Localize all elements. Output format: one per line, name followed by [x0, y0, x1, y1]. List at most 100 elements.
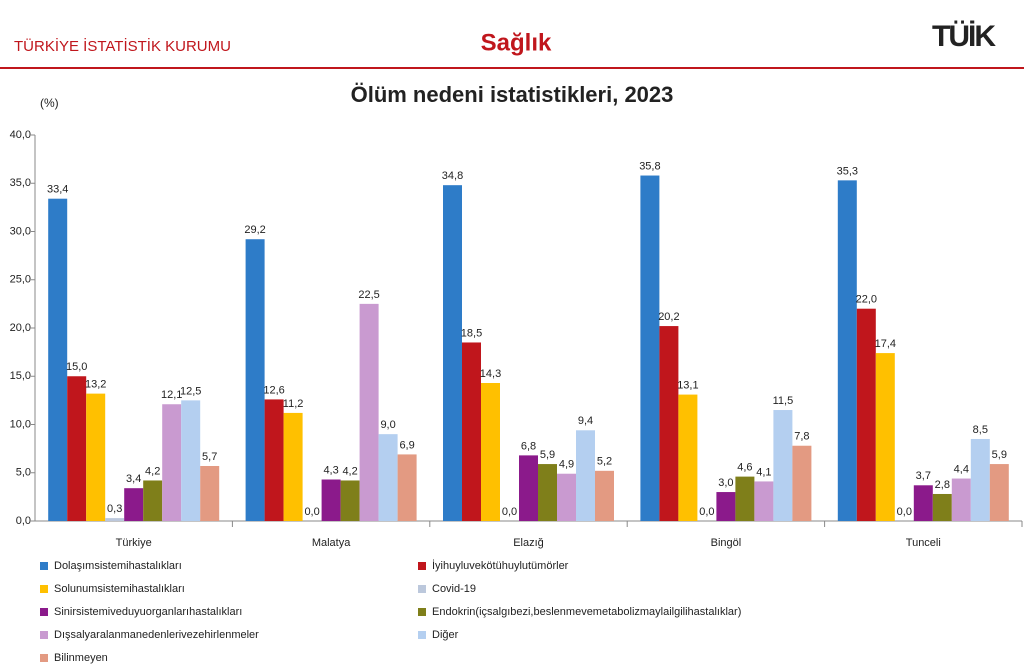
- bar: [557, 473, 576, 521]
- bar: [181, 400, 201, 521]
- bar: [264, 399, 284, 521]
- data-label: 9,4: [578, 415, 593, 427]
- legend-swatch: [418, 585, 426, 593]
- bar: [283, 412, 303, 521]
- data-label: 4,3: [323, 464, 338, 476]
- bar: [773, 410, 793, 521]
- bar: [932, 493, 952, 521]
- legend-swatch: [40, 608, 48, 616]
- data-label: 33,4: [47, 184, 68, 196]
- data-label: 14,3: [480, 368, 501, 380]
- bar: [48, 198, 68, 521]
- data-label: 35,3: [837, 165, 858, 177]
- bar: [481, 383, 500, 521]
- data-label: 5,2: [597, 456, 612, 468]
- bar: [989, 464, 1009, 521]
- bar: [538, 464, 557, 521]
- org-name: TÜRKİYE İSTATİSTİK KURUMU: [14, 37, 231, 55]
- legend-swatch: [40, 562, 48, 570]
- legend-swatch: [418, 562, 426, 570]
- legend-label: Dolaşımsistemihastalıkları: [54, 560, 182, 572]
- bar: [86, 393, 106, 521]
- bar: [856, 308, 876, 521]
- data-label: 29,2: [244, 224, 265, 236]
- logo: TÜİK: [932, 20, 996, 53]
- data-label: 6,8: [521, 440, 536, 452]
- bar: [576, 430, 595, 521]
- data-label: 0,0: [897, 506, 912, 518]
- bar: [913, 485, 933, 521]
- y-tick-label: 30,0: [10, 225, 31, 237]
- bar: [659, 326, 679, 521]
- bar: [245, 239, 265, 521]
- data-label: 4,4: [954, 463, 969, 475]
- bar: [837, 180, 857, 522]
- legend-label: Diğer: [432, 629, 459, 641]
- x-tick-label: Elazığ: [513, 537, 544, 549]
- bar: [143, 480, 163, 521]
- data-label: 0,3: [107, 503, 122, 515]
- x-tick-label: Tunceli: [906, 537, 941, 549]
- bar: [678, 394, 698, 521]
- legend-swatch: [418, 608, 426, 616]
- x-tick-label: Türkiye: [116, 537, 152, 549]
- legend-label: Dışsalyaralanmanedenlerivezehirlenmeler: [54, 629, 259, 641]
- data-label: 7,8: [794, 431, 809, 443]
- data-label: 5,9: [540, 449, 555, 461]
- data-label: 2,8: [935, 479, 950, 491]
- data-label: 9,0: [380, 419, 395, 431]
- data-label: 4,2: [342, 465, 357, 477]
- data-label: 4,2: [145, 465, 160, 477]
- data-label: 20,2: [658, 311, 679, 323]
- data-label: 4,9: [559, 459, 574, 471]
- data-label: 12,1: [161, 389, 182, 401]
- bar: [321, 479, 341, 521]
- data-label: 8,5: [973, 424, 988, 436]
- data-label: 13,2: [85, 379, 106, 391]
- data-label: 0,0: [304, 506, 319, 518]
- chart-title: Ölüm nedeni istatistikleri, 2023: [351, 82, 674, 107]
- section-title: Sağlık: [481, 29, 552, 56]
- legend-label: İyihuyluvekötühuylutümörler: [432, 559, 569, 572]
- bar: [200, 465, 220, 521]
- legend-label: Sinirsistemiveduyuorganlarıhastalıkları: [54, 606, 242, 618]
- data-label: 11,2: [283, 398, 304, 410]
- bar: [443, 185, 462, 521]
- data-label: 4,6: [737, 462, 752, 474]
- data-label: 0,0: [699, 506, 714, 518]
- legend-label: Solunumsistemihastalıkları: [54, 583, 185, 595]
- bar: [397, 454, 417, 521]
- data-label: 3,4: [126, 473, 141, 485]
- bar: [735, 476, 755, 521]
- data-label: 22,5: [358, 289, 379, 301]
- data-label: 6,9: [399, 439, 414, 451]
- data-label: 3,7: [916, 470, 931, 482]
- data-label: 3,0: [718, 477, 733, 489]
- bar: [162, 404, 182, 521]
- bar: [792, 445, 812, 521]
- bar: [105, 518, 125, 521]
- x-tick-label: Bingöl: [711, 537, 742, 549]
- data-label: 11,5: [773, 395, 794, 407]
- data-label: 0,0: [502, 506, 517, 518]
- bar: [359, 303, 379, 521]
- bar: [716, 492, 736, 521]
- data-label: 5,7: [202, 451, 217, 463]
- legend-swatch: [40, 654, 48, 662]
- data-label: 5,9: [992, 449, 1007, 461]
- y-tick-label: 0,0: [16, 515, 31, 527]
- legend-label: Bilinmeyen: [54, 652, 108, 664]
- bar: [124, 488, 144, 521]
- y-axis-label: (%): [40, 96, 59, 110]
- bar: [519, 455, 538, 521]
- legend-swatch: [40, 585, 48, 593]
- bar: [754, 481, 774, 521]
- legend-swatch: [40, 631, 48, 639]
- bar: [970, 438, 990, 521]
- bar: [462, 342, 481, 521]
- bar: [640, 175, 660, 521]
- y-tick-label: 10,0: [10, 418, 31, 430]
- bar: [67, 376, 87, 521]
- bar: [378, 434, 398, 521]
